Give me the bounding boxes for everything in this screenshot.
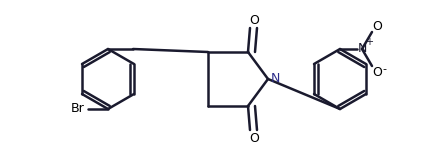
Text: Br: Br	[71, 103, 85, 115]
Text: O: O	[372, 19, 382, 33]
Text: O: O	[249, 131, 259, 145]
Text: N: N	[270, 73, 280, 85]
Text: N: N	[357, 42, 367, 55]
Text: -: -	[382, 64, 386, 74]
Text: O: O	[249, 13, 259, 27]
Text: +: +	[365, 37, 373, 47]
Text: O: O	[372, 66, 382, 79]
